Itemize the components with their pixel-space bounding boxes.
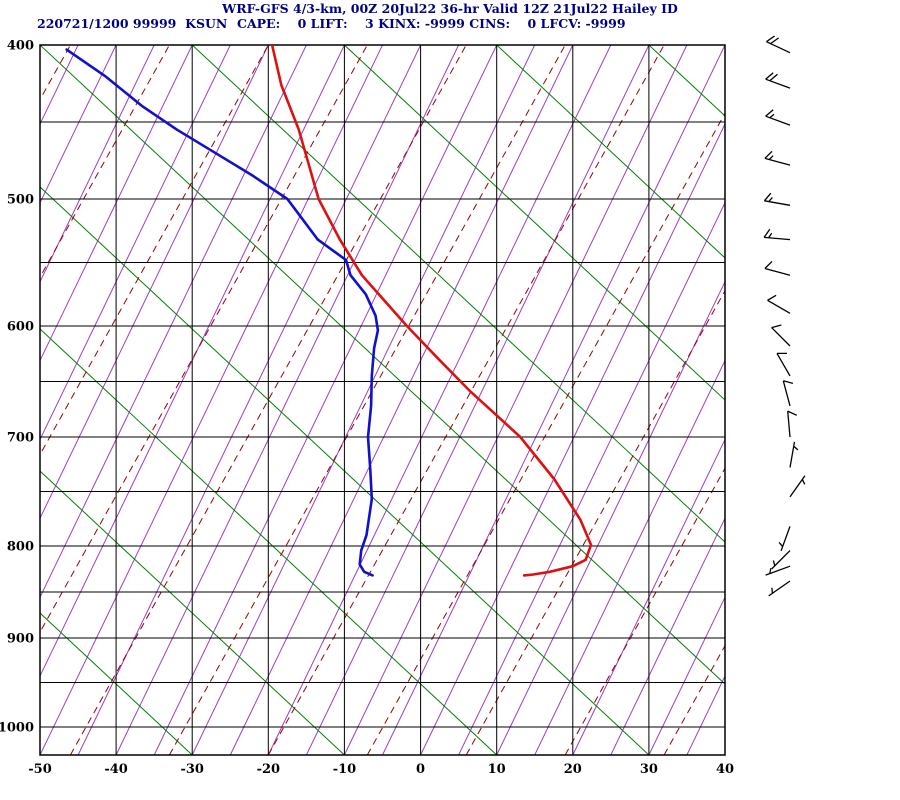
wind-barb: [763, 228, 791, 241]
wind-barb: [789, 441, 799, 468]
wind-barb: [764, 150, 791, 166]
wind-barb: [766, 35, 791, 54]
wind-barb: [789, 475, 806, 498]
wind-barb: [765, 72, 791, 89]
wind-barb: [767, 294, 791, 314]
chart-title: WRF-GFS 4/3-km, 00Z 20Jul22 36-hr Valid …: [222, 1, 678, 16]
station-id-line: 220721/1200 99999 KSUN: [37, 16, 228, 31]
wind-barb: [765, 565, 791, 576]
pressure-label: 700: [7, 431, 34, 446]
pressure-label: 800: [7, 540, 34, 555]
wind-barb: [765, 109, 791, 126]
pressure-label: 1000: [0, 721, 34, 736]
temperature-label: 20: [564, 762, 582, 777]
temperature-label: -30: [180, 762, 204, 777]
pressure-label: 900: [7, 632, 34, 647]
temperature-label: 10: [488, 762, 506, 777]
wind-barb: [776, 352, 791, 377]
wind-barb: [768, 580, 791, 597]
temperature-label: -50: [28, 762, 52, 777]
stability-indices-line: CAPE: 0 LIFT: 3 KINX: -9999 CINS: 0 LFCV…: [237, 16, 626, 31]
temperature-label: -10: [333, 762, 357, 777]
wind-barb: [778, 526, 791, 552]
plot-frame: [39, 44, 726, 756]
wind-barb: [764, 260, 791, 276]
pressure-label: 600: [7, 320, 34, 335]
pressure-label: 500: [7, 193, 34, 208]
wind-barb: [771, 324, 791, 347]
temperature-axis-labels: -50 -40 -30 -20 -10 0 10 20 30 40: [28, 762, 734, 777]
temperature-label: -20: [257, 762, 281, 777]
wind-barb-column: [763, 35, 806, 597]
pressure-label: 400: [7, 39, 34, 54]
temperature-trace: [270, 45, 593, 577]
isotherm-lines: [40, 45, 725, 755]
pressure-axis-labels: 400 500 600 700 800 900 1000: [0, 39, 34, 736]
dewpoint-trace: [65, 48, 380, 577]
wind-barb: [771, 550, 791, 570]
wind-barb: [763, 192, 791, 206]
wind-barb: [787, 410, 798, 438]
temperature-label: -40: [104, 762, 128, 777]
wind-barb: [782, 380, 794, 407]
temperature-label: 0: [416, 762, 425, 777]
temperature-label: 40: [716, 762, 734, 777]
temperature-label: 30: [640, 762, 658, 777]
